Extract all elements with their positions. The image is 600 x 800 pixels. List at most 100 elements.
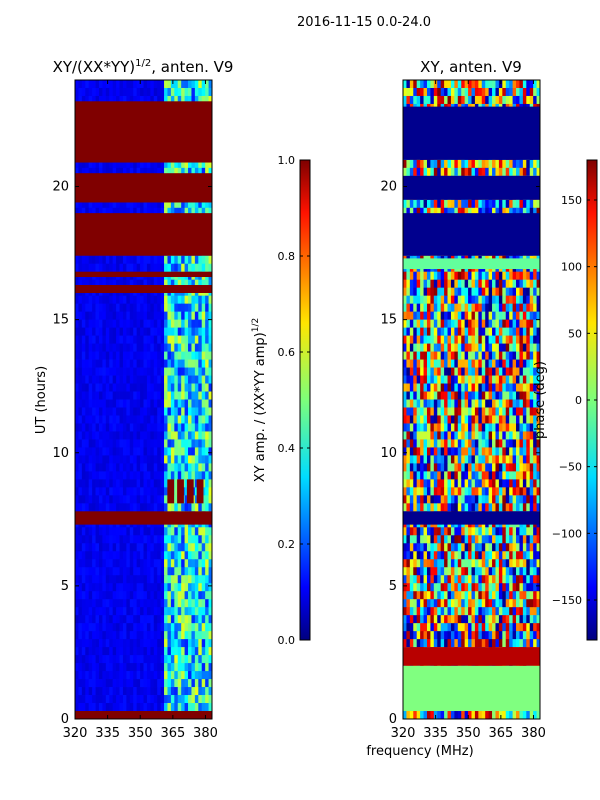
heatmap-cell xyxy=(437,335,442,344)
heatmap-cell xyxy=(174,671,179,680)
heatmap-cell xyxy=(85,351,90,360)
heatmap-cell xyxy=(133,455,138,464)
heatmap-cell xyxy=(426,367,431,376)
heatmap-cell xyxy=(447,95,452,105)
heatmap-cell xyxy=(464,287,469,297)
heatmap-cell xyxy=(440,207,445,217)
heatmap-cell xyxy=(184,631,189,640)
heatmap-cell xyxy=(433,295,438,305)
heatmap-cell xyxy=(205,639,209,648)
heatmap-cell xyxy=(430,87,435,97)
heatmap-cell xyxy=(81,327,86,336)
heatmap-cell xyxy=(481,167,486,177)
heatmap-cell xyxy=(426,351,431,360)
heatmap-cell xyxy=(102,159,107,169)
heatmap-cell xyxy=(129,471,134,480)
heatmap-cell xyxy=(502,295,507,305)
heatmap-cell xyxy=(177,447,182,456)
heatmap-cell xyxy=(150,167,155,177)
heatmap-cell xyxy=(423,199,428,209)
heatmap-cell xyxy=(109,415,114,424)
heatmap-cell xyxy=(468,375,472,384)
heatmap-cell xyxy=(471,311,476,321)
heatmap-cell xyxy=(468,359,472,368)
heatmap-cell xyxy=(430,287,435,297)
heatmap-cell xyxy=(184,383,189,392)
heatmap-cell xyxy=(136,199,141,209)
heatmap-cell xyxy=(177,583,182,592)
heatmap-cell xyxy=(170,359,175,368)
heatmap-cell xyxy=(157,503,162,512)
heatmap-cell xyxy=(177,695,182,704)
heatmap-cell xyxy=(177,687,182,696)
heatmap-cell xyxy=(75,687,79,696)
heatmap-cell xyxy=(164,303,168,313)
heatmap-cell xyxy=(140,695,144,704)
heatmap-cell xyxy=(95,551,100,560)
heatmap-cell xyxy=(116,319,120,329)
heatmap-cell xyxy=(536,343,541,352)
heatmap-cell xyxy=(140,671,144,680)
heatmap-cell xyxy=(143,327,148,336)
heatmap-cell xyxy=(464,367,469,376)
heatmap-cell xyxy=(88,495,93,504)
heatmap-cell xyxy=(109,639,114,648)
heatmap-cell xyxy=(406,199,411,209)
heatmap-cell xyxy=(492,359,496,368)
heatmap-cell xyxy=(140,679,144,688)
heatmap-cell xyxy=(164,559,168,568)
heatmap-cell xyxy=(81,679,86,688)
heatmap-cell xyxy=(75,343,79,352)
heatmap-cell xyxy=(450,311,455,321)
heatmap-cell xyxy=(194,343,199,352)
heatmap-cell xyxy=(478,359,483,368)
heatmap-cell xyxy=(105,583,110,592)
heatmap-cell xyxy=(426,159,431,169)
heatmap-cell xyxy=(181,503,185,512)
x-tick-label: 335 xyxy=(95,726,120,741)
heatmap-cell xyxy=(509,167,513,177)
heatmap-cell xyxy=(188,359,192,368)
heatmap-cell xyxy=(126,327,131,336)
heatmap-cell xyxy=(444,351,448,360)
heatmap-cell xyxy=(208,535,213,544)
heatmap-cell xyxy=(457,95,462,105)
heatmap-cell xyxy=(437,95,442,105)
heatmap-cell xyxy=(167,303,172,313)
heatmap-cell xyxy=(519,327,524,336)
heatmap-cell xyxy=(146,415,151,424)
heatmap-cell xyxy=(98,567,103,576)
heatmap-cell xyxy=(194,623,199,632)
heatmap-cell xyxy=(444,407,448,416)
heatmap-cell xyxy=(464,80,469,89)
heatmap-cell xyxy=(191,367,196,376)
heatmap-cell xyxy=(150,703,155,712)
heatmap-cell xyxy=(85,703,90,712)
heatmap-cell xyxy=(188,343,192,352)
heatmap-cell xyxy=(406,80,411,89)
heatmap-cell xyxy=(468,87,472,97)
heatmap-cell xyxy=(536,415,541,424)
heatmap-cell xyxy=(454,375,459,384)
heatmap-cell xyxy=(140,335,144,344)
heatmap-cell xyxy=(205,279,209,289)
heatmap-cell xyxy=(474,415,479,424)
heatmap-cell xyxy=(492,159,496,169)
panel-amplitude: XY/(XX*YY)1/2, anten. V9 320 335 350 365 380… xyxy=(34,58,233,741)
heatmap-cell xyxy=(416,407,421,416)
heatmap-cell xyxy=(502,199,507,209)
heatmap-cell xyxy=(153,551,158,560)
heatmap-cell xyxy=(136,415,141,424)
heatmap-cell xyxy=(184,375,189,384)
heatmap-cell xyxy=(105,663,110,672)
heatmap-cell xyxy=(136,447,141,456)
heatmap-cell xyxy=(78,487,83,496)
heatmap-cell xyxy=(160,687,165,696)
heatmap-cell xyxy=(164,399,168,408)
heatmap-cell xyxy=(536,383,541,392)
heatmap-cell xyxy=(194,295,199,305)
heatmap-cell xyxy=(409,287,414,297)
heatmap-cell xyxy=(105,263,110,273)
heatmap-cell xyxy=(105,559,110,568)
heatmap-cell xyxy=(420,351,424,360)
